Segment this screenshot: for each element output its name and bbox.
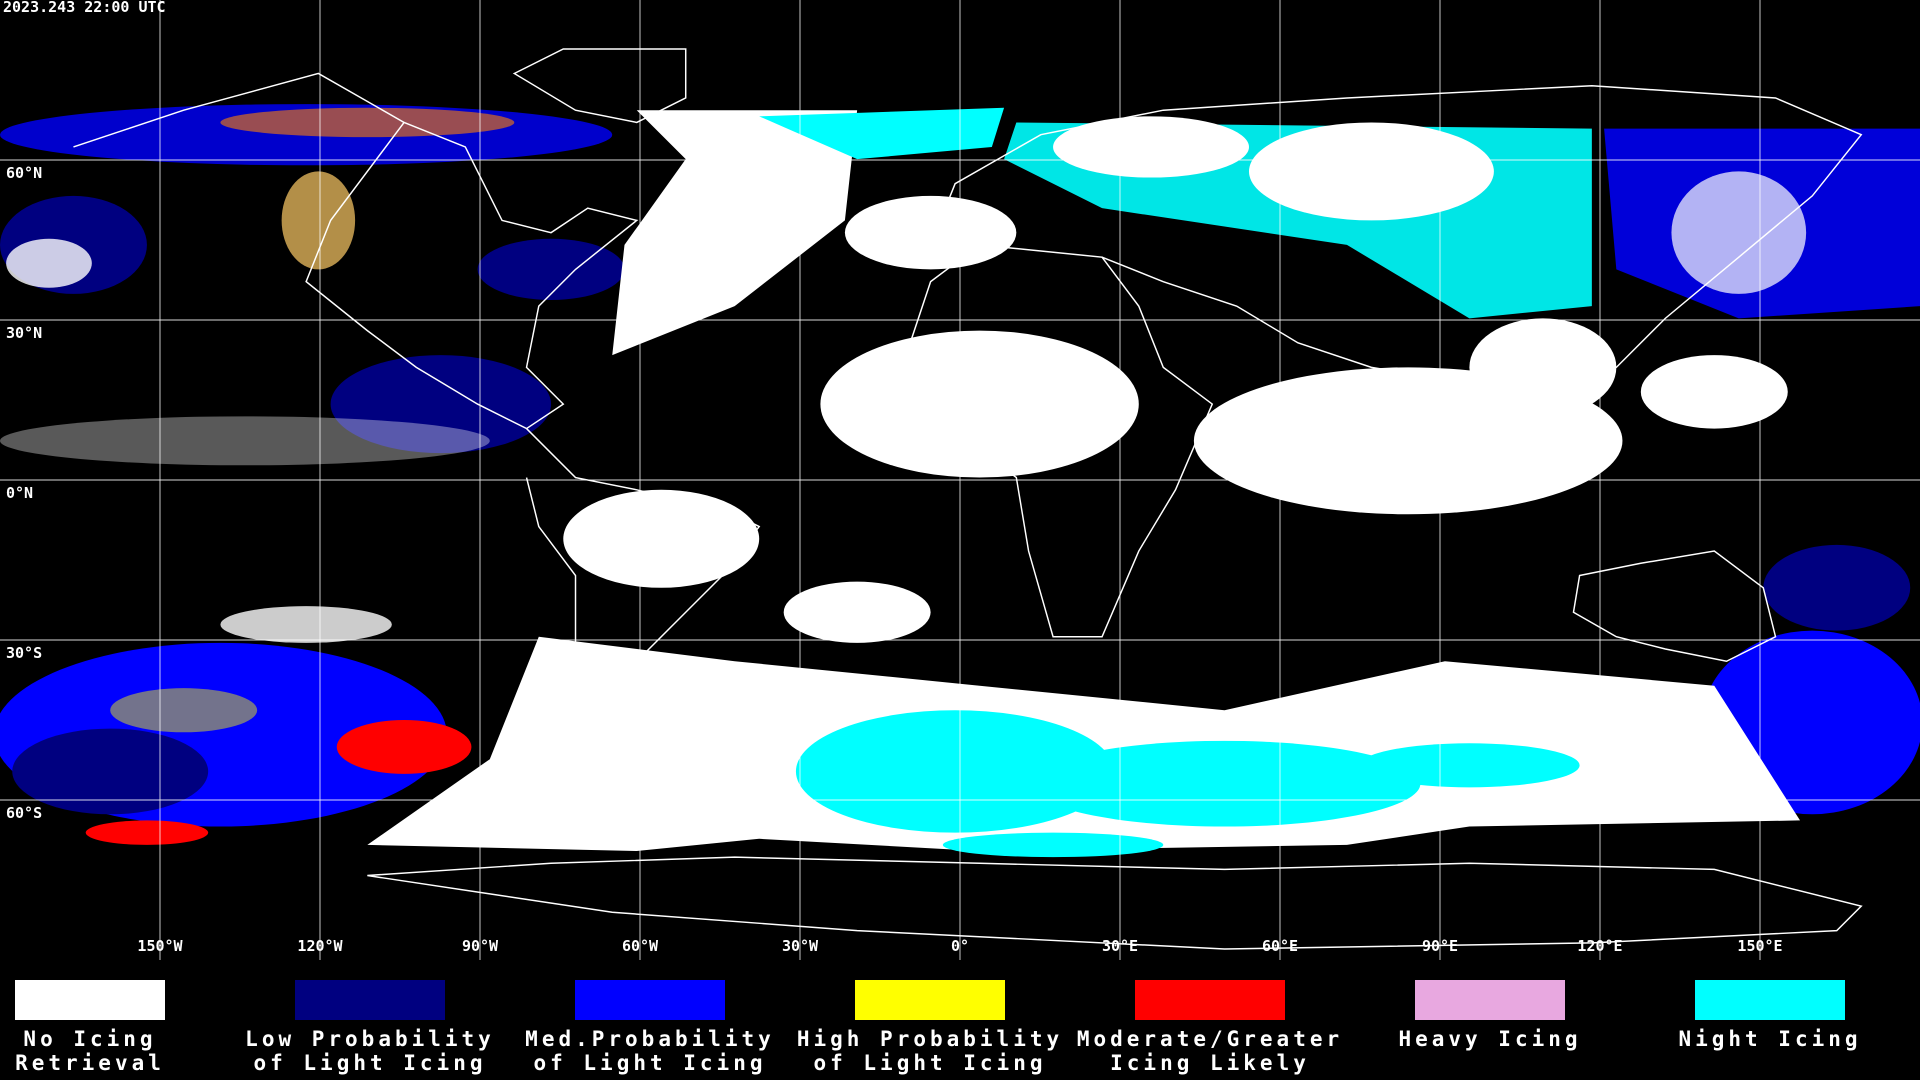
- lon-label: 90°E: [1422, 937, 1458, 955]
- lat-label: 30°N: [6, 324, 42, 342]
- night-icing-area: [1028, 740, 1421, 827]
- coastline: [73, 72, 639, 430]
- cloud: [783, 581, 931, 643]
- legend-swatch: [15, 980, 165, 1020]
- low-icing-area: [12, 728, 209, 815]
- low-icing-area: [477, 238, 625, 301]
- legend-label: Retrieval: [15, 1051, 165, 1075]
- lon-label: 90°W: [462, 937, 499, 955]
- legend-label: of Light Icing: [813, 1051, 1046, 1075]
- cloud: [1640, 355, 1788, 429]
- coastline: [929, 84, 1863, 405]
- legend-swatch: [295, 980, 445, 1020]
- cloud: [6, 238, 92, 288]
- legend-label: High Probability: [797, 1027, 1063, 1051]
- cloud: [612, 110, 858, 356]
- cloud: [1671, 171, 1807, 294]
- cloud: [1053, 116, 1249, 178]
- coastline: [1572, 550, 1777, 662]
- high-icing-area: [110, 688, 258, 733]
- lon-label: 60°W: [622, 937, 659, 955]
- legend-label: Heavy Icing: [1398, 1027, 1581, 1051]
- cloud: [563, 489, 760, 588]
- icing-area: [220, 107, 515, 138]
- legend-label: of Light Icing: [253, 1051, 486, 1075]
- cloud: [0, 416, 490, 466]
- cloud: [820, 330, 1139, 478]
- legend-swatch: [1415, 980, 1565, 1020]
- night-icing-area: [942, 832, 1164, 858]
- legend-label: Moderate/Greater: [1077, 1027, 1343, 1051]
- lon-label: 150°E: [1737, 937, 1782, 955]
- legend-swatch: [575, 980, 725, 1020]
- graticule: 150°W 120°W 90°W 60°W 30°W 0° 30°E 60°E 90°E 120°…: [0, 0, 1920, 960]
- coastline: [512, 48, 687, 124]
- icing-area: [281, 171, 356, 270]
- mod-icing-area: [85, 820, 209, 845]
- lat-label: 30°S: [6, 644, 42, 662]
- imagery: [0, 48, 1920, 950]
- cloud: [1469, 318, 1617, 417]
- coastline: [525, 428, 761, 712]
- legend-swatch: [1695, 980, 1845, 1020]
- legend-swatch: [1135, 980, 1285, 1020]
- lon-label: 150°W: [137, 937, 183, 955]
- lat-label: 60°S: [6, 804, 42, 822]
- low-icing-area: [1763, 544, 1911, 631]
- legend-label: No Icing: [23, 1027, 156, 1051]
- timestamp: 2023.243 22:00 UTC: [3, 0, 166, 16]
- lon-label: 0°: [951, 937, 969, 955]
- lat-label: 60°N: [6, 164, 42, 182]
- lon-label: 30°W: [782, 937, 819, 955]
- coastline: [367, 856, 1863, 950]
- night-icing-area: [759, 107, 1005, 160]
- lon-label: 30°E: [1102, 937, 1138, 955]
- cloud: [844, 195, 1017, 270]
- legend-swatch: [855, 980, 1005, 1020]
- legend-label: Icing Likely: [1110, 1051, 1310, 1075]
- lon-label: 120°E: [1577, 937, 1622, 955]
- cloud: [1248, 122, 1494, 221]
- lon-label: 120°W: [297, 937, 343, 955]
- mod-icing-area: [336, 720, 472, 774]
- lat-label: 0°N: [6, 484, 33, 502]
- legend-label: of Light Icing: [533, 1051, 766, 1075]
- legend-label: Night Icing: [1678, 1027, 1861, 1051]
- legend-label: Low Probability: [245, 1027, 495, 1051]
- night-icing-area: [795, 710, 1115, 833]
- night-icing-area: [1359, 743, 1580, 788]
- lon-label: 60°E: [1262, 937, 1298, 955]
- cloud: [220, 606, 392, 643]
- med-icing-area: [330, 355, 552, 454]
- legend-label: Med.Probability: [525, 1027, 775, 1051]
